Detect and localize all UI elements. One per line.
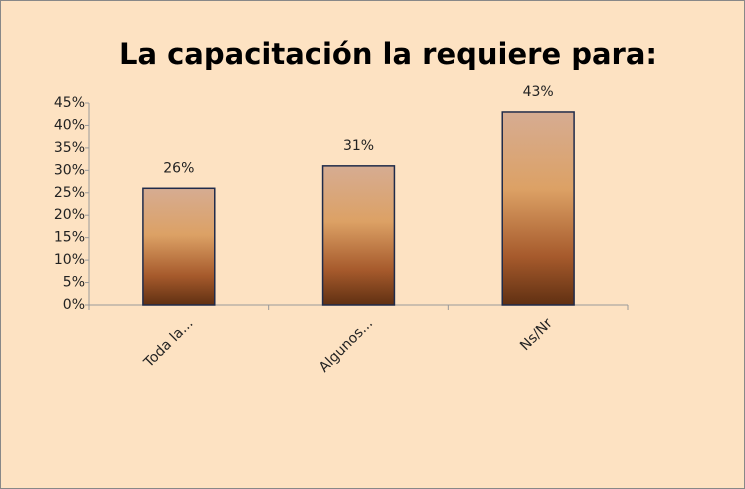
data-label: 31% xyxy=(343,138,374,154)
y-tick-label: 35% xyxy=(54,140,85,156)
bar xyxy=(501,111,575,306)
y-tick-label: 0% xyxy=(63,297,85,313)
y-tick-label: 5% xyxy=(63,275,85,291)
chart-title: La capacitación la requiere para: xyxy=(119,37,657,71)
y-tick-label: 10% xyxy=(54,252,85,268)
y-tick-label: 15% xyxy=(54,230,85,246)
y-tick-label: 25% xyxy=(54,185,85,201)
y-tick-label: 30% xyxy=(54,162,85,178)
y-tick-label: 40% xyxy=(54,117,85,133)
y-tick-label: 20% xyxy=(54,207,85,223)
bar xyxy=(142,187,216,306)
data-label: 26% xyxy=(163,160,194,176)
data-label: 43% xyxy=(523,84,554,100)
bar xyxy=(321,165,396,306)
y-tick-label: 45% xyxy=(54,95,85,111)
